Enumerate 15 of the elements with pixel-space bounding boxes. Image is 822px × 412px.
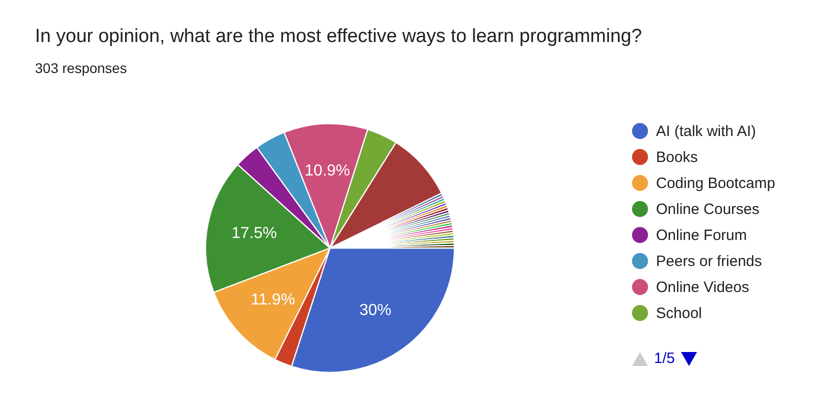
- legend-label: School: [656, 304, 702, 322]
- text: 1/5: [654, 350, 675, 367]
- legend-label: Online Forum: [656, 226, 747, 244]
- data-label: 30%: [359, 302, 392, 319]
- legend-label: Books: [656, 148, 698, 166]
- legend-label: Online Courses: [656, 200, 760, 218]
- data-label: 17.5%: [232, 225, 277, 242]
- data-label: 11.9%: [250, 291, 296, 308]
- chart-title: In your opinion, what are the most effective ways to learn programming?: [35, 26, 642, 48]
- legend-label: Peers or friends: [656, 252, 762, 270]
- legend-label: AI (talk with AI): [656, 122, 756, 140]
- legend-label: Online Videos: [656, 278, 750, 296]
- data-label: 10.9%: [304, 162, 350, 180]
- text: 303 responses: [35, 60, 127, 76]
- legend-label: Coding Bootcamp: [656, 174, 776, 192]
